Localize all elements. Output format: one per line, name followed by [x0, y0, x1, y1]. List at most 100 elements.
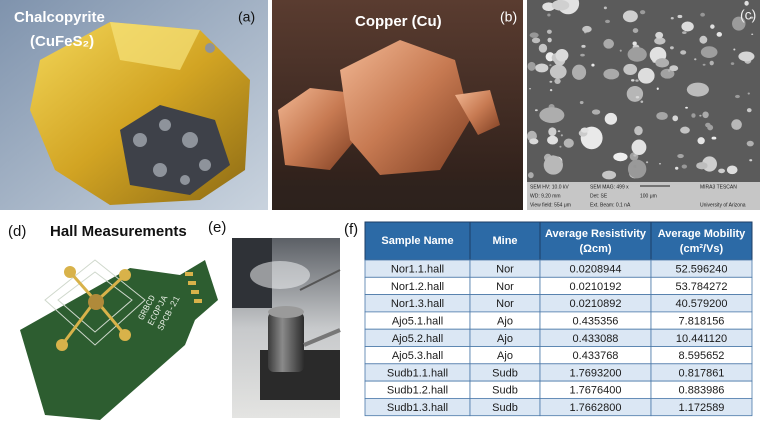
rod	[303, 328, 341, 347]
particle	[656, 111, 668, 120]
cell-text: Sudb1.3.hall	[387, 402, 448, 414]
copper-nugget	[278, 88, 355, 170]
cell-text: Nor1.2.hall	[391, 281, 444, 293]
particle	[637, 67, 655, 84]
cell-text: 0.0210192	[570, 281, 622, 293]
particle	[711, 136, 717, 140]
header-text: Mine	[492, 235, 517, 247]
cell-text: 0.435356	[573, 315, 619, 327]
galena-cluster	[120, 105, 230, 195]
panel-label: (e)	[208, 219, 226, 236]
particle	[751, 33, 754, 35]
vapor	[250, 261, 310, 289]
particle	[543, 155, 563, 175]
particle	[555, 49, 569, 62]
particle	[591, 109, 601, 115]
header-cell	[650, 221, 753, 261]
particle	[667, 69, 671, 72]
cell-text: 0.883986	[679, 385, 725, 397]
panel-title: Chalcopyrite	[14, 9, 105, 26]
particle	[529, 138, 539, 145]
particle	[554, 78, 561, 84]
cell-text: Nor1.3.hall	[391, 298, 444, 310]
panel-label: (f)	[344, 221, 358, 238]
particle	[571, 64, 587, 80]
sample	[88, 294, 104, 310]
particle	[709, 60, 714, 66]
sem-info: University of Arizona	[700, 202, 746, 208]
particle	[691, 113, 696, 118]
cell-text: 7.818156	[679, 315, 725, 327]
particle	[700, 12, 705, 17]
particle	[681, 21, 694, 32]
sem-image	[527, 0, 760, 210]
particle	[658, 163, 662, 165]
cell-text: 1.7693200	[570, 367, 622, 379]
particle	[551, 0, 570, 11]
cell-text: 40.579200	[676, 298, 728, 310]
particle	[680, 50, 687, 55]
cell-text: Nor1.1.hall	[391, 264, 444, 276]
particle	[635, 96, 640, 99]
particle	[697, 137, 705, 145]
cell-text: 0.0208944	[570, 264, 622, 276]
copper-nugget	[340, 40, 470, 175]
particle	[619, 49, 622, 52]
cell-text: Sudb	[492, 402, 518, 414]
panel-title: Hall Measurements	[50, 223, 187, 240]
particle	[549, 80, 553, 83]
ground	[272, 180, 523, 210]
particle	[529, 32, 539, 38]
particle	[681, 164, 688, 169]
header-text: Sample Name	[381, 235, 453, 247]
particles	[526, 0, 755, 180]
particle	[660, 68, 675, 79]
particle	[613, 152, 628, 162]
sem-info: 100 μm	[640, 193, 657, 199]
particle	[622, 10, 638, 23]
particle	[640, 100, 644, 103]
particle	[527, 172, 534, 179]
particle	[654, 37, 666, 45]
particle	[735, 94, 740, 99]
particle	[730, 62, 735, 65]
particle	[680, 126, 690, 134]
cell-text: Nor	[496, 298, 514, 310]
cell-text: 10.441120	[676, 333, 727, 345]
facet	[110, 22, 200, 70]
sem-info: WD: 9.20 mm	[530, 193, 561, 199]
particle	[531, 37, 541, 44]
particle	[591, 63, 595, 67]
cell-text: Nor	[496, 281, 514, 293]
particle	[547, 13, 551, 17]
cell-text: Ajo	[497, 315, 513, 327]
particle	[738, 51, 755, 62]
panel-b: Copper (Cu) (b)	[272, 0, 523, 210]
particle	[549, 64, 567, 79]
particle	[696, 162, 708, 170]
sem-info: Ext. Beam: 0.1 nA	[590, 202, 631, 208]
particle	[634, 125, 643, 136]
cell-text: Sudb	[492, 367, 518, 379]
particle	[669, 65, 679, 72]
particle	[702, 111, 709, 119]
particle	[605, 19, 610, 24]
cell-text: 1.172589	[679, 402, 725, 414]
panel-formula: (CuFeS₂)	[30, 33, 94, 50]
particle	[639, 10, 646, 15]
particle	[527, 61, 536, 71]
particle	[633, 154, 637, 157]
cell-text: Sudb	[492, 385, 518, 397]
particle	[645, 161, 649, 164]
cell-text: Ajo	[497, 333, 513, 345]
particle	[670, 16, 674, 20]
header-text: (Ωcm)	[579, 243, 611, 255]
pcb-outline	[57, 271, 133, 333]
sem-info: Det: SE	[590, 193, 608, 199]
cell-text: 53.784272	[676, 281, 728, 293]
panel-c: (c) SEM HV: 10.0 kV SEM MAG: 499 x MIRA3 T…	[526, 0, 760, 210]
particle	[718, 168, 726, 174]
particle	[710, 24, 715, 29]
particle	[559, 145, 562, 148]
